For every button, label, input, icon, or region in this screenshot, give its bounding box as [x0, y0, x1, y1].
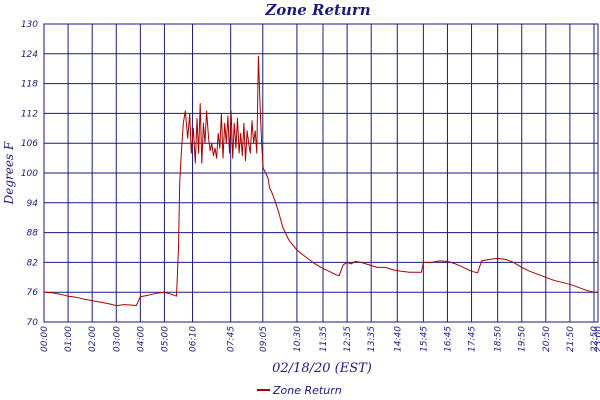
x-tick-label: 14:40	[393, 326, 403, 352]
x-tick-label: 13:35	[367, 326, 377, 352]
y-tick-label: 118	[21, 80, 38, 90]
series-group	[43, 55, 598, 307]
y-tick-labels: 70 76 82 88 94 100 106 112 118 124 130	[21, 20, 38, 328]
x-tick-label: 22:50	[590, 326, 600, 352]
x-tick-label: 23:00	[594, 326, 600, 352]
chart-title: Zone Return	[264, 1, 370, 19]
x-tick-label: 18:50	[494, 326, 504, 352]
y-tick-label: 94	[27, 199, 39, 209]
y-tick-label: 88	[27, 229, 39, 239]
y-tick-label: 130	[21, 20, 38, 30]
y-tick-label: 124	[21, 50, 38, 60]
x-axis-label: 02/18/20 (EST)	[272, 361, 372, 376]
series-line	[43, 55, 598, 307]
x-tick-label: 16:45	[443, 326, 453, 352]
x-tick-label: 17:45	[468, 326, 478, 352]
y-tick-label: 76	[27, 288, 39, 298]
y-tick-label: 106	[21, 139, 38, 149]
legend-label: Zone Return	[272, 384, 342, 397]
y-tick-label: 82	[27, 258, 39, 268]
x-tick-label: 10:30	[293, 326, 303, 352]
x-tick-label: 03:00	[112, 326, 122, 352]
x-tick-label: 07:45	[227, 326, 237, 352]
x-tick-label: 05:00	[160, 326, 170, 352]
x-tick-label: 19:50	[518, 326, 528, 352]
y-axis-label: Degrees F	[2, 141, 16, 205]
y-tick-label: 112	[21, 109, 38, 119]
legend: Zone Return	[257, 384, 342, 397]
y-tick-label: 70	[27, 318, 39, 328]
x-tick-label: 00:00	[40, 326, 50, 352]
x-tick-label: 12:35	[343, 326, 353, 352]
x-tick-label: 02:00	[88, 326, 98, 352]
x-tick-label: 21:50	[566, 326, 576, 352]
x-tick-labels: 00:00 01:00 02:00 03:00 04:00 05:00 06:10 07:45…	[40, 326, 600, 352]
x-tick-label: 01:00	[64, 326, 74, 352]
x-tick-label: 15:45	[419, 326, 429, 352]
x-tick-label: 11:35	[319, 326, 329, 352]
x-tick-label: 20:50	[542, 326, 552, 352]
x-tick-label: 09:05	[259, 326, 269, 352]
x-tick-label: 06:10	[189, 326, 199, 352]
grid	[43, 23, 599, 323]
x-tick-label: 04:00	[136, 326, 146, 352]
y-tick-label: 100	[21, 169, 38, 179]
